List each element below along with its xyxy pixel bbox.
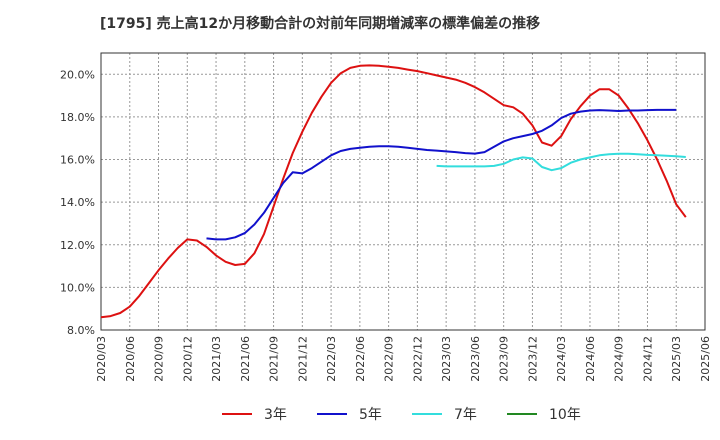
x-tick-label: 2021/12 xyxy=(296,336,309,382)
y-tick-label: 14.0% xyxy=(60,196,95,209)
chart-title: [1795] 売上高12か月移動合計の対前年同期増減率の標準偏差の推移 xyxy=(100,15,540,32)
x-tick-label: 2023/12 xyxy=(526,336,539,382)
x-tick-label: 2020/12 xyxy=(181,336,194,382)
x-tick-label: 2021/09 xyxy=(268,336,281,382)
series-lines xyxy=(100,64,687,319)
legend-label: 10年 xyxy=(549,407,581,423)
y-tick-label: 10.0% xyxy=(60,281,95,294)
x-tick-label: 2022/12 xyxy=(411,336,424,382)
x-tick-label: 2024/06 xyxy=(584,336,597,382)
x-tick-label: 2021/06 xyxy=(239,336,252,382)
x-tick-label: 2020/09 xyxy=(153,336,166,382)
x-tick-label: 2020/03 xyxy=(95,336,108,382)
x-tick-label: 2022/06 xyxy=(354,336,367,382)
x-tick-label: 2025/03 xyxy=(670,336,683,382)
x-tick-label: 2023/06 xyxy=(469,336,482,382)
grid-lines xyxy=(100,53,706,331)
series-line-5年 xyxy=(206,108,677,241)
x-tick-label: 2024/09 xyxy=(613,336,626,382)
legend: 3年 5年 7年 10年 xyxy=(222,407,581,423)
y-axis: 8.0% 10.0% 12.0% 14.0% 16.0% 18.0% 20.0% xyxy=(60,68,95,337)
x-tick-label: 2023/09 xyxy=(498,336,511,382)
x-tick-label: 2020/06 xyxy=(124,336,137,382)
legend-label: 5年 xyxy=(359,407,382,423)
x-axis: 2020/03 2020/06 2020/09 2020/12 2021/03 2021/… xyxy=(95,336,712,382)
y-tick-label: 12.0% xyxy=(60,239,95,252)
x-tick-label: 2021/03 xyxy=(210,336,223,382)
x-tick-label: 2023/03 xyxy=(440,336,453,382)
series-line-7年 xyxy=(436,152,686,172)
y-tick-label: 16.0% xyxy=(60,154,95,167)
legend-label: 7年 xyxy=(454,407,477,423)
x-tick-label: 2024/03 xyxy=(555,336,568,382)
x-tick-label: 2025/06 xyxy=(699,336,712,382)
series-line-3年 xyxy=(100,64,687,319)
x-tick-label: 2024/12 xyxy=(641,336,654,382)
y-tick-label: 20.0% xyxy=(60,68,95,81)
y-tick-label: 8.0% xyxy=(67,324,95,337)
x-tick-label: 2022/09 xyxy=(383,336,396,382)
plot-area-border xyxy=(100,52,706,331)
y-tick-label: 18.0% xyxy=(60,111,95,124)
x-tick-label: 2022/03 xyxy=(325,336,338,382)
legend-label: 3年 xyxy=(264,407,287,423)
